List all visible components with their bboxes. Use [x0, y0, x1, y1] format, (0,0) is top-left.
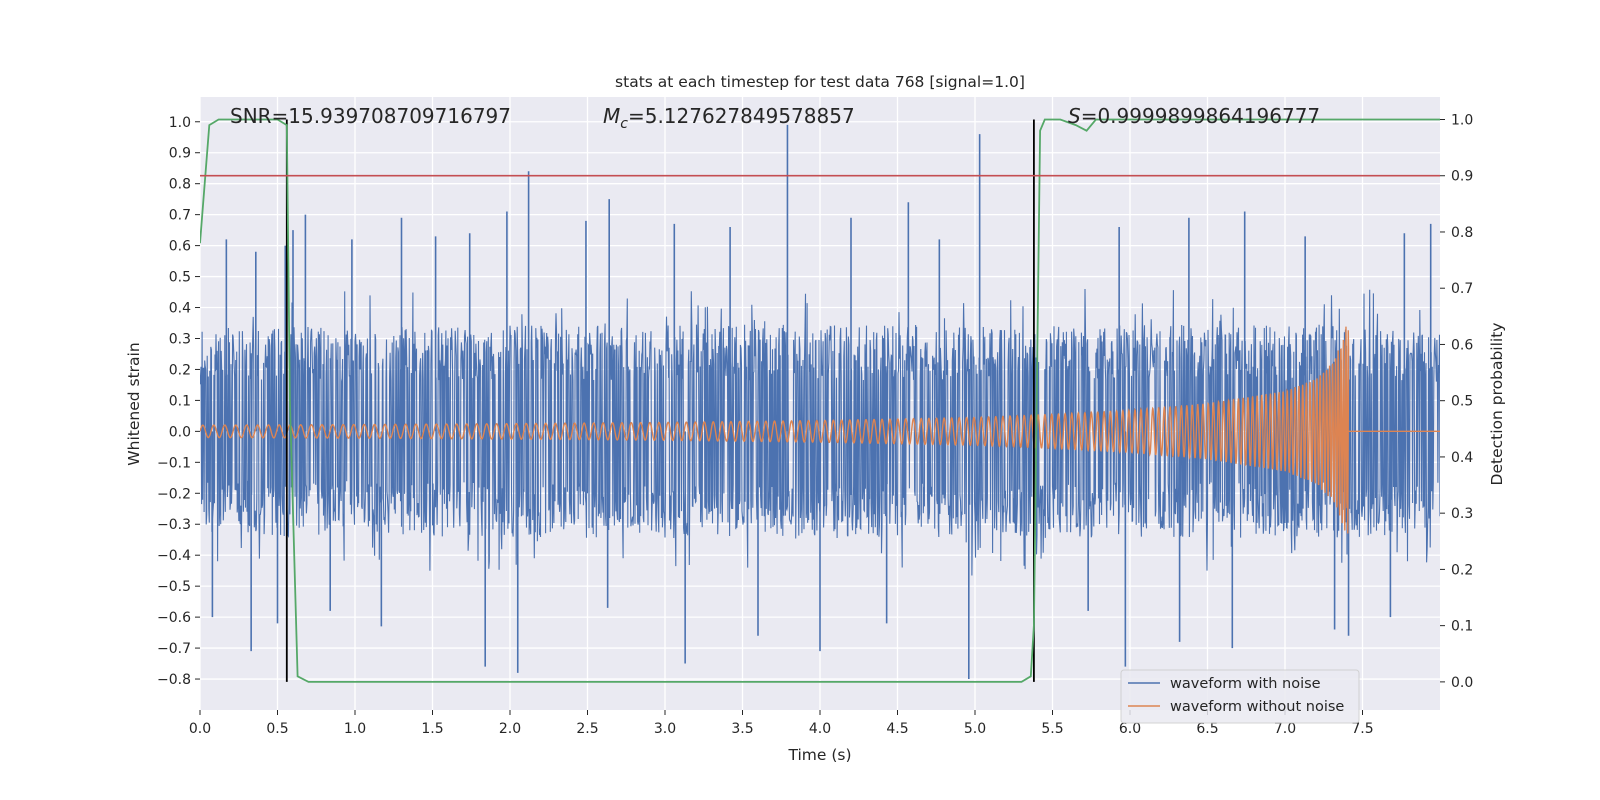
y-tick-label: 1.0	[169, 115, 191, 131]
y-tick-label: 0.0	[169, 424, 191, 440]
y-tick-label: −0.2	[157, 486, 191, 502]
waveform-with-noise-series	[200, 124, 1440, 680]
y2-axis-ticks: 0.0 0.1 0.2 0.3 0.4 0.5 0.6 0.7 0.8 0.9 1.0	[1440, 112, 1473, 691]
x-tick-label: 4.0	[809, 721, 831, 737]
y2-tick-label: 0.7	[1451, 281, 1473, 297]
detection-probability-series	[200, 118, 1440, 683]
chart-title: stats at each timestep for test data 768…	[615, 73, 1025, 91]
y-tick-label: 0.6	[169, 239, 191, 255]
x-tick-label: 6.5	[1196, 721, 1218, 737]
y-tick-label: 0.4	[169, 301, 191, 317]
snr-annotation: SNR=15.939708709716797	[230, 104, 511, 128]
legend: waveform with noise waveform without noi…	[1120, 669, 1360, 724]
y-tick-label: −0.7	[157, 641, 191, 657]
chirp-mass-value: =5.127627849578857	[628, 104, 855, 128]
y-tick-label: −0.3	[157, 517, 191, 533]
x-tick-label: 3.5	[731, 721, 753, 737]
x-tick-label: 1.0	[344, 721, 366, 737]
y2-tick-label: 0.2	[1451, 562, 1473, 578]
y-axis-label: Whitened strain	[125, 342, 143, 465]
x-axis-ticks: 0.0 0.5 1.0 1.5 2.0 2.5 3.0 3.5 4.0 4.5 5.0 5.5 6.0 6…	[189, 710, 1374, 737]
y-tick-label: 0.7	[169, 208, 191, 224]
y2-tick-label: 0.8	[1451, 225, 1473, 241]
x-tick-label: 2.5	[576, 721, 598, 737]
x-tick-label: 7.0	[1274, 721, 1296, 737]
y2-tick-label: 0.9	[1451, 169, 1473, 185]
y2-tick-label: 0.4	[1451, 450, 1473, 466]
x-tick-label: 3.0	[654, 721, 676, 737]
y-axis-ticks: −0.8 −0.7 −0.6 −0.5 −0.4 −0.3 −0.2 −0.1 0.0 0.1 0.…	[157, 115, 200, 688]
y-tick-label: 0.3	[169, 331, 191, 347]
x-tick-label: 2.0	[499, 721, 521, 737]
x-tick-label: 7.5	[1351, 721, 1373, 737]
y-tick-label: 0.9	[169, 146, 191, 162]
chirp-mass-symbol: M	[603, 104, 620, 128]
y-tick-label: −0.6	[157, 610, 191, 626]
y2-tick-label: 0.6	[1451, 337, 1473, 353]
x-tick-label: 6.0	[1119, 721, 1141, 737]
x-axis-label: Time (s)	[787, 746, 851, 764]
y2-tick-label: 0.1	[1451, 619, 1473, 635]
y-tick-label: −0.5	[157, 579, 191, 595]
y-tick-label: 0.5	[169, 270, 191, 286]
y-tick-label: −0.4	[157, 548, 191, 564]
x-tick-label: 0.0	[189, 721, 211, 737]
x-tick-label: 5.5	[1041, 721, 1063, 737]
x-tick-label: 1.5	[421, 721, 443, 737]
y-tick-label: 0.8	[169, 177, 191, 193]
detection-score-symbol: S	[1068, 104, 1081, 128]
legend-label-clean: waveform without noise	[1170, 699, 1344, 715]
waveform-without-noise-series	[200, 326, 1440, 534]
y2-tick-label: 1.0	[1451, 112, 1473, 128]
legend-box	[1120, 669, 1360, 724]
y-tick-label: −0.8	[157, 672, 191, 688]
y-tick-label: 0.2	[169, 362, 191, 378]
chirp-mass-subscript: c	[620, 116, 628, 132]
y2-axis-label: Detection probability	[1488, 323, 1506, 486]
chirp-mass-annotation: Mc=5.127627849578857	[603, 104, 855, 132]
y2-tick-label: 0.5	[1451, 394, 1473, 410]
x-tick-label: 0.5	[266, 721, 288, 737]
detection-score-annotation: S=0.9999899864196777	[1068, 104, 1320, 128]
detection-score-value: =0.9999899864196777	[1081, 104, 1320, 128]
y-tick-label: 0.1	[169, 393, 191, 409]
y2-tick-label: 0.0	[1451, 675, 1473, 691]
probability-trace	[200, 118, 1440, 683]
legend-label-noise: waveform with noise	[1170, 676, 1321, 692]
y2-tick-label: 0.3	[1451, 506, 1473, 522]
x-tick-label: 4.5	[886, 721, 908, 737]
chirp-trace	[200, 326, 1440, 534]
x-tick-label: 5.0	[964, 721, 986, 737]
y-tick-label: −0.1	[157, 455, 191, 471]
